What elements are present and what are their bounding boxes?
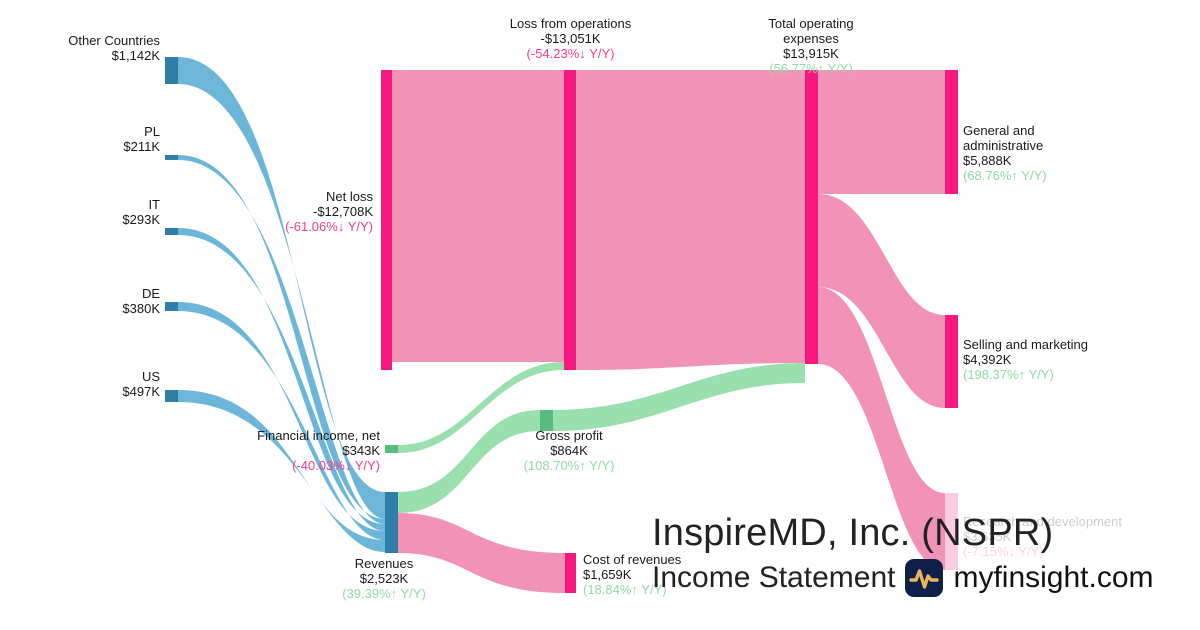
node-pl[interactable] (165, 155, 178, 160)
label-pl-value: $211K (123, 139, 160, 154)
label-gross-profit-title: Gross profit (535, 428, 603, 443)
node-total-operating-expenses[interactable] (805, 70, 818, 364)
label-net-loss-change: (-61.06%↓ Y/Y) (285, 219, 373, 234)
flow-general-administrative-to-total-opex (818, 70, 945, 194)
node-cost-of-revenues[interactable] (565, 553, 576, 593)
label-other-countries: Other Countries $1,142K (0, 33, 160, 63)
label-loss-from-operations-change: (-54.23%↓ Y/Y) (526, 46, 615, 61)
label-revenues-change: (39.39%↑ Y/Y) (342, 586, 426, 601)
label-cost-of-revenues-value: $1,659K (583, 567, 632, 582)
label-pl: PL $211K (0, 124, 160, 154)
flow-links (178, 57, 945, 593)
label-selling-and-marketing-title: Selling and marketing (963, 337, 1089, 352)
flow-it-to-revenues (178, 228, 385, 531)
label-financial-income-title: Financial income, net (257, 428, 380, 443)
label-general-and-administrative-title-line2: administrative (963, 138, 1044, 153)
label-cost-of-revenues: Cost of revenues $1,659K (18.84%↑ Y/Y) (583, 552, 803, 597)
node-revenues[interactable] (385, 492, 398, 553)
label-total-operating-expenses-value: $13,915K (783, 46, 839, 61)
label-other-countries-title: Other Countries (68, 33, 160, 48)
label-it-value: $293K (122, 212, 160, 227)
node-loss-from-operations[interactable] (564, 70, 576, 370)
label-revenues-title: Revenues (354, 556, 414, 571)
flow-revenues-to-cost-of-revenues (398, 513, 565, 593)
label-net-loss-value: -$12,708K (313, 204, 373, 219)
label-revenues: Revenues $2,523K (39.39%↑ Y/Y) (303, 556, 465, 601)
node-research-and-development[interactable] (945, 493, 958, 570)
flow-revenues-to-gross-profit (398, 410, 540, 513)
node-financial-income[interactable] (385, 445, 398, 453)
node-us[interactable] (165, 390, 178, 402)
flow-nodes (165, 57, 958, 593)
label-selling-and-marketing-change: (198.37%↑ Y/Y) (963, 367, 1054, 382)
label-de: DE $380K (0, 286, 160, 316)
label-gross-profit: Gross profit $864K (108.70%↑ Y/Y) (489, 428, 649, 473)
label-de-title: DE (141, 286, 160, 301)
label-it: IT $293K (0, 197, 160, 227)
label-total-operating-expenses-title-line1: Total operating (768, 16, 854, 31)
label-research-and-development-value: $3,635K (963, 529, 1012, 544)
label-pl-title: PL (144, 124, 160, 139)
flow-total-opex-to-loss-from-operations (576, 70, 805, 370)
label-gross-profit-value: $864K (550, 443, 588, 458)
label-financial-income: Financial income, net $343K (-40.03%↓ Y/… (140, 428, 380, 473)
flow-financial-income-to-net-loss (398, 362, 564, 453)
label-net-loss: Net loss -$12,708K (-61.06%↓ Y/Y) (160, 189, 373, 234)
label-total-operating-expenses-change: (56.77%↑ Y/Y) (769, 61, 853, 76)
node-selling-and-marketing[interactable] (945, 315, 958, 408)
label-general-and-administrative: General and administrative $5,888K (68.7… (963, 123, 1193, 183)
node-net-loss[interactable] (381, 70, 392, 370)
label-selling-and-marketing: Selling and marketing $4,392K (198.37%↑ … (963, 337, 1193, 382)
flow-selling-marketing-to-total-opex (818, 194, 945, 408)
flow-gross-profit-to-loss-from-operations (553, 363, 805, 431)
label-financial-income-value: $343K (342, 443, 380, 458)
label-research-and-development-title: Research and development (963, 514, 1122, 529)
node-it[interactable] (165, 228, 178, 235)
label-general-and-administrative-value: $5,888K (963, 153, 1012, 168)
label-loss-from-operations: Loss from operations -$13,051K (-54.23%↓… (468, 16, 673, 61)
label-us-value: $497K (122, 384, 160, 399)
node-gross-profit[interactable] (540, 410, 553, 431)
label-gross-profit-change: (108.70%↑ Y/Y) (523, 458, 615, 473)
label-net-loss-title: Net loss (326, 189, 373, 204)
label-revenues-value: $2,523K (359, 571, 409, 586)
label-general-and-administrative-change: (68.76%↑ Y/Y) (963, 168, 1047, 183)
label-it-title: IT (148, 197, 160, 212)
label-us: US $497K (0, 369, 160, 399)
label-financial-income-change: (-40.03%↓ Y/Y) (292, 458, 380, 473)
flow-loss-from-operations-to-net-loss (392, 70, 564, 362)
node-de[interactable] (165, 302, 178, 311)
label-research-and-development: Research and development $3,635K (-7.15%… (963, 514, 1193, 559)
label-loss-from-operations-title: Loss from operations (509, 16, 632, 31)
node-general-and-administrative[interactable] (945, 70, 958, 194)
label-total-operating-expenses: Total operating expenses $13,915K (56.77… (731, 16, 891, 76)
label-loss-from-operations-value: -$13,051K (540, 31, 601, 46)
label-de-value: $380K (122, 301, 160, 316)
label-general-and-administrative-title-line1: General and (963, 123, 1035, 138)
flow-research-development-to-total-opex (818, 287, 945, 570)
node-other-countries[interactable] (165, 57, 178, 84)
label-total-operating-expenses-title-line2: expenses (783, 31, 839, 46)
label-other-countries-value: $1,142K (111, 48, 160, 63)
label-us-title: US (141, 369, 160, 384)
label-cost-of-revenues-title: Cost of revenues (583, 552, 682, 567)
label-cost-of-revenues-change: (18.84%↑ Y/Y) (583, 582, 667, 597)
label-research-and-development-change: (-7.15%↓ Y/Y) (963, 544, 1044, 559)
label-selling-and-marketing-value: $4,392K (963, 352, 1012, 367)
